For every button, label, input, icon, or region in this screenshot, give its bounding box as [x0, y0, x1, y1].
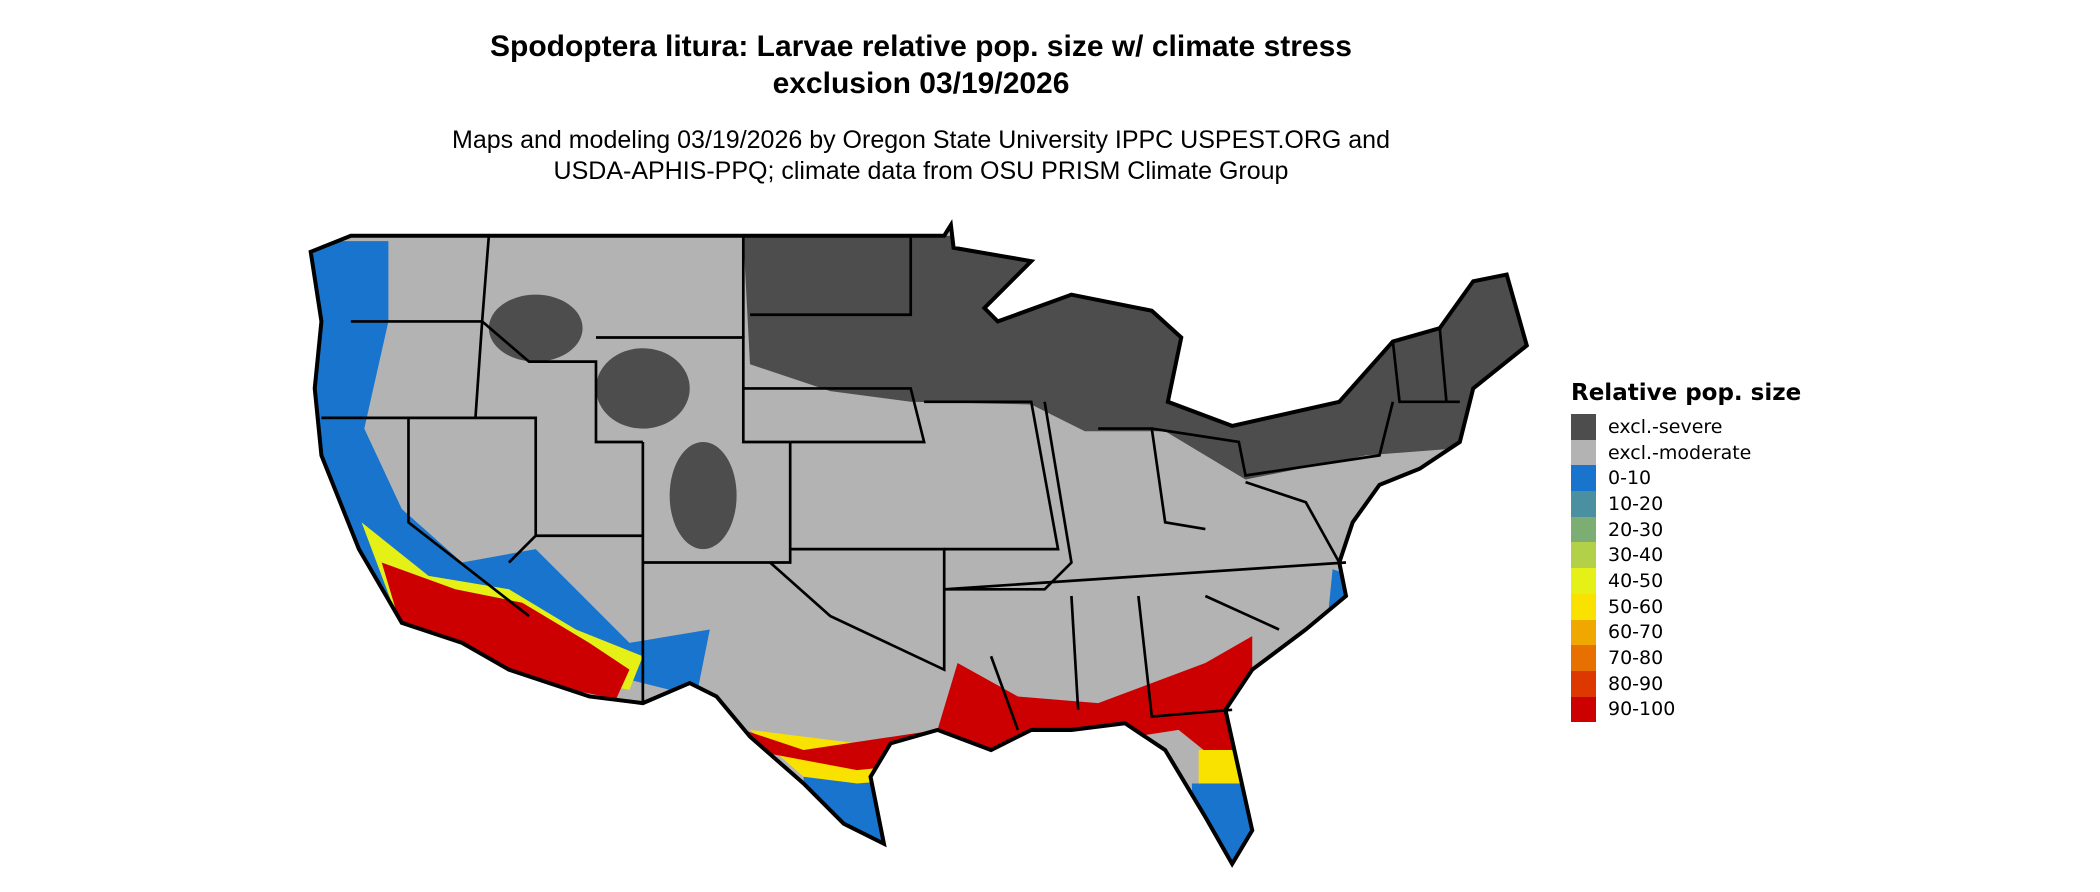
legend-label: 20-30: [1608, 518, 1664, 541]
legend-swatch: [1571, 465, 1596, 492]
legend-swatch: [1571, 645, 1596, 671]
legend-item: 10-20: [1571, 491, 1801, 517]
legend-swatch: [1571, 542, 1596, 569]
legend-label: excl.-moderate: [1608, 441, 1752, 464]
legend-item: 0-10: [1571, 465, 1801, 492]
map-subtitle: Maps and modeling 03/19/2026 by Oregon S…: [0, 125, 1842, 187]
legend-swatch: [1571, 516, 1596, 543]
legend-label: 70-80: [1608, 647, 1664, 670]
legend-swatch: [1571, 439, 1596, 466]
legend: Relative pop. size excl.-severe excl.-mod…: [1571, 380, 1802, 723]
excl-severe-area-idaho: [488, 294, 583, 362]
legend-label: 30-40: [1608, 544, 1664, 567]
title-line-1: Spodoptera litura: Larvae relative pop. …: [490, 30, 1352, 63]
legend-item: excl.-severe: [1571, 414, 1801, 440]
legend-swatch: [1571, 696, 1596, 723]
legend-swatch: [1571, 619, 1596, 646]
legend-item: 80-90: [1571, 670, 1801, 697]
legend-label: 40-50: [1608, 569, 1664, 592]
range-0-10-texas-coast: [803, 763, 891, 858]
legend-title: Relative pop. size: [1571, 380, 1802, 406]
legend-swatch: [1571, 593, 1596, 620]
state-borders: [311, 225, 1527, 864]
legend-label: 80-90: [1608, 672, 1664, 695]
legend-label: excl.-severe: [1608, 415, 1723, 438]
range-0-10-florida: [1191, 783, 1259, 864]
excl-severe-area-wyoming: [595, 348, 690, 429]
legend-items: excl.-severe excl.-moderate 0-10 10-20 20-30…: [1571, 414, 1801, 723]
range-90-100-southwest: [381, 562, 630, 700]
legend-item: 40-50: [1571, 568, 1801, 594]
legend-item: 20-30: [1571, 516, 1801, 543]
title-line-2: exclusion 03/19/2026: [772, 67, 1070, 100]
legend-swatch: [1571, 491, 1596, 517]
legend-label: 0-10: [1608, 467, 1652, 490]
subtitle-line-2: USDA-APHIS-PPQ; climate data from OSU PR…: [553, 157, 1289, 185]
legend-swatch: [1571, 414, 1596, 440]
legend-label: 10-20: [1608, 492, 1664, 515]
legend-item: 60-70: [1571, 619, 1801, 646]
map-title: Spodoptera litura: Larvae relative pop. …: [0, 28, 1842, 102]
legend-label: 60-70: [1608, 621, 1664, 644]
excl-severe-area-colorado: [669, 441, 737, 550]
legend-swatch: [1571, 670, 1596, 697]
legend-item: 70-80: [1571, 645, 1801, 671]
legend-item: excl.-moderate: [1571, 439, 1801, 466]
legend-swatch: [1571, 568, 1596, 594]
legend-label: 50-60: [1608, 595, 1664, 618]
subtitle-line-1: Maps and modeling 03/19/2026 by Oregon S…: [452, 126, 1390, 154]
legend-item: 50-60: [1571, 593, 1801, 620]
legend-label: 90-100: [1608, 698, 1676, 721]
legend-item: 90-100: [1571, 696, 1801, 723]
legend-item: 30-40: [1571, 542, 1801, 569]
